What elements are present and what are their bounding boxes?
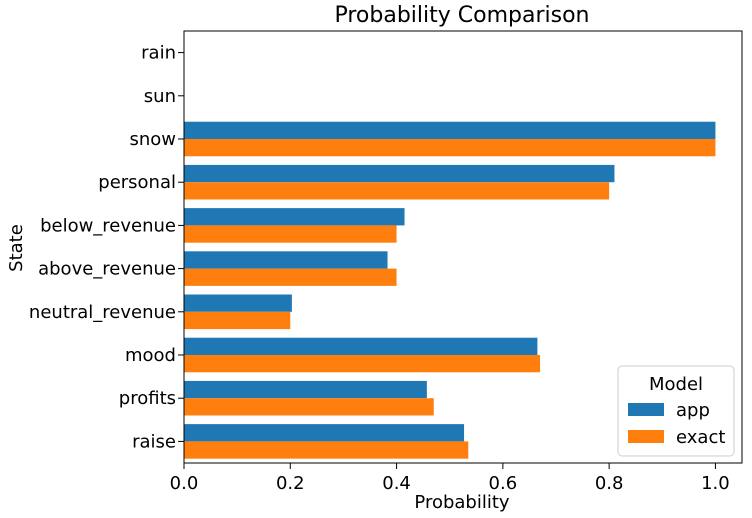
- legend-title: Model: [649, 374, 703, 395]
- legend-swatch-exact: [628, 430, 664, 443]
- bar-app-below_revenue: [184, 208, 405, 226]
- y-tick-label: raise: [132, 431, 176, 452]
- legend-swatch-app: [628, 403, 664, 416]
- bar-app-personal: [184, 164, 615, 183]
- bar-app-mood: [184, 337, 538, 355]
- y-tick-label: personal: [98, 172, 176, 193]
- y-tick-label: rain: [141, 43, 176, 64]
- y-tick-label: above_revenue: [38, 259, 176, 280]
- bar-app-profits: [184, 380, 427, 399]
- y-tick-label: below_revenue: [40, 215, 176, 236]
- x-axis-label: Probability: [414, 492, 509, 513]
- bar-app-raise: [184, 424, 465, 442]
- bar-exact-profits: [184, 398, 434, 416]
- x-tick-label: 1.0: [701, 473, 730, 494]
- chart-title: Probability Comparison: [334, 3, 589, 28]
- axes-frame: [183, 30, 743, 464]
- x-tick-label: 0.6: [489, 473, 518, 494]
- bar-exact-snow: [184, 139, 716, 157]
- y-ticks-group: rain sun snow personal below_revenue above_re…: [29, 43, 184, 452]
- x-ticks-group: 0.0 0.2 0.4 0.6 0.8 1.0: [170, 463, 730, 494]
- y-tick-label: neutral_revenue: [29, 302, 176, 323]
- bar-exact-below_revenue: [184, 225, 397, 243]
- y-tick-label: mood: [125, 345, 176, 366]
- legend-label-app: app: [676, 400, 710, 421]
- bars-group: [184, 121, 716, 459]
- bar-exact-raise: [184, 441, 469, 459]
- bar-exact-above_revenue: [184, 268, 397, 286]
- y-axis-label: State: [6, 224, 27, 272]
- y-tick-label: sun: [144, 86, 176, 107]
- bar-app-neutral_revenue: [184, 294, 292, 312]
- x-tick-label: 0.8: [595, 473, 624, 494]
- x-tick-label: 0.4: [382, 473, 411, 494]
- bar-app-above_revenue: [184, 251, 388, 269]
- bar-app-snow: [184, 121, 716, 139]
- bar-exact-mood: [184, 355, 541, 373]
- bar-exact-neutral_revenue: [184, 311, 291, 330]
- legend-label-exact: exact: [676, 427, 725, 448]
- y-tick-label: profits: [119, 388, 176, 409]
- plot-frame: [183, 30, 743, 464]
- bar-exact-personal: [184, 182, 610, 200]
- legend: Model app exact: [617, 365, 735, 457]
- x-tick-label: 0.0: [170, 473, 199, 494]
- x-tick-label: 0.2: [276, 473, 305, 494]
- y-tick-label: snow: [129, 129, 176, 150]
